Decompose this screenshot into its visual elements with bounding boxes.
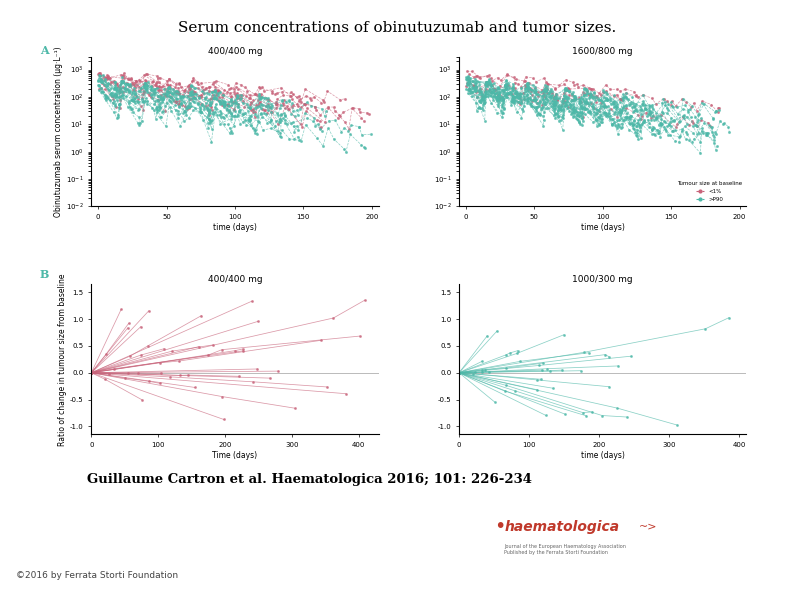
- Text: Serum concentrations of obinutuzumab and tumor sizes.: Serum concentrations of obinutuzumab and…: [178, 21, 616, 35]
- Title: 400/400 mg: 400/400 mg: [208, 275, 262, 284]
- X-axis label: time (days): time (days): [213, 223, 257, 232]
- Text: haematologica: haematologica: [504, 519, 619, 534]
- Y-axis label: Ratio of change in tumour size from baseline: Ratio of change in tumour size from base…: [58, 273, 67, 446]
- Text: Guillaume Cartron et al. Haematologica 2016; 101: 226-234: Guillaume Cartron et al. Haematologica 2…: [87, 473, 532, 486]
- Y-axis label: Obinutuzumab serum concentration (µg·L⁻¹): Obinutuzumab serum concentration (µg·L⁻¹…: [54, 46, 64, 217]
- X-axis label: time (days): time (days): [580, 223, 625, 232]
- X-axis label: Time (days): Time (days): [213, 451, 257, 460]
- Title: 1600/800 mg: 1600/800 mg: [572, 47, 633, 56]
- Text: ©2016 by Ferrata Storti Foundation: ©2016 by Ferrata Storti Foundation: [16, 571, 178, 580]
- Text: ~>: ~>: [639, 522, 657, 531]
- Title: 400/400 mg: 400/400 mg: [208, 47, 262, 56]
- Text: B: B: [40, 270, 49, 280]
- X-axis label: time (days): time (days): [580, 451, 625, 460]
- Text: •: •: [494, 517, 505, 536]
- Text: Journal of the European Haematology Association
Published by the Ferrata Storti : Journal of the European Haematology Asso…: [504, 544, 626, 555]
- Text: A: A: [40, 45, 48, 55]
- Title: 1000/300 mg: 1000/300 mg: [572, 275, 633, 284]
- Legend: <1%, >P90: <1%, >P90: [675, 180, 744, 203]
